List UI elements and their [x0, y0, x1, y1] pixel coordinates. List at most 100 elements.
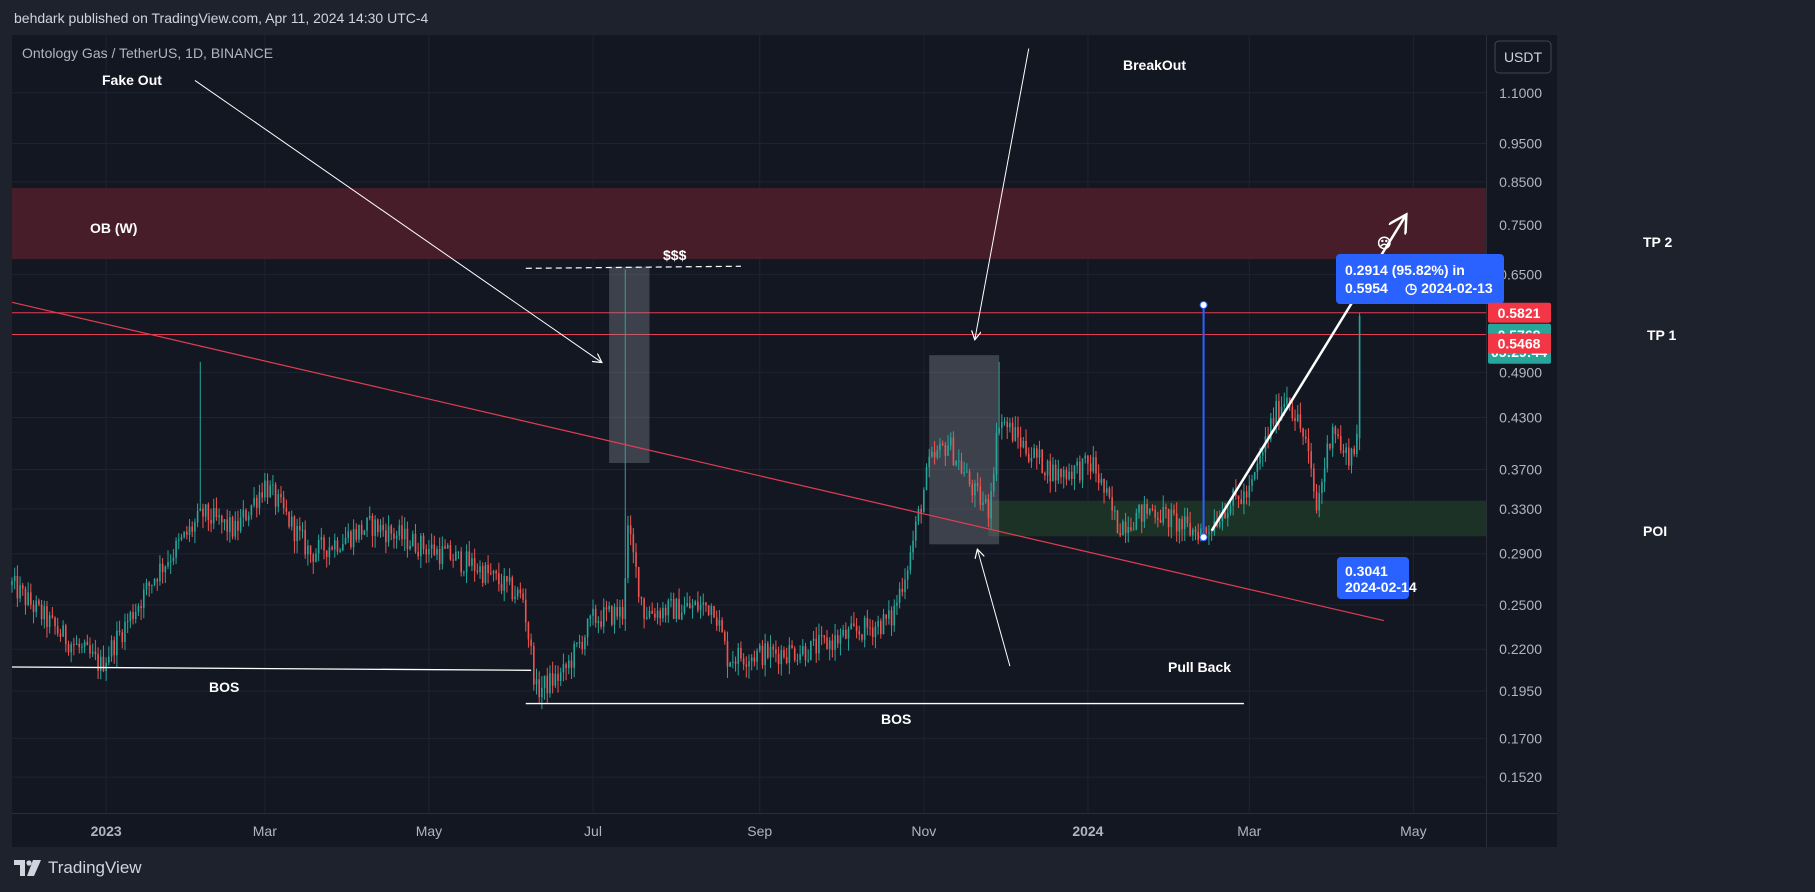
candle-body[interactable]	[597, 621, 600, 623]
measure-handle-top[interactable]	[1199, 300, 1208, 309]
candle-body[interactable]	[559, 672, 562, 681]
candle-body[interactable]	[1070, 471, 1073, 479]
candle-body[interactable]	[360, 524, 363, 535]
candle-body[interactable]	[137, 606, 140, 612]
candle-body[interactable]	[463, 572, 465, 574]
candle-body[interactable]	[1060, 468, 1062, 478]
candle-body[interactable]	[756, 650, 758, 662]
candle-body[interactable]	[336, 540, 339, 552]
candle-body[interactable]	[180, 537, 183, 540]
candle-body[interactable]	[820, 635, 823, 637]
candle-body[interactable]	[707, 605, 710, 615]
candle-body[interactable]	[105, 662, 107, 672]
candle-body[interactable]	[307, 545, 309, 555]
candle-body[interactable]	[285, 508, 288, 512]
candle-body[interactable]	[414, 533, 417, 552]
candle-body[interactable]	[145, 582, 148, 590]
candle-body[interactable]	[533, 645, 535, 685]
candle-body[interactable]	[546, 675, 549, 694]
candle-body[interactable]	[167, 561, 169, 567]
candle-body[interactable]	[769, 646, 772, 658]
candle-body[interactable]	[853, 623, 855, 626]
candle-body[interactable]	[1329, 443, 1331, 449]
candle-body[interactable]	[1065, 469, 1068, 480]
candle-body[interactable]	[500, 584, 503, 591]
candle-body[interactable]	[1208, 532, 1210, 534]
candle-body[interactable]	[1143, 503, 1146, 522]
candle-body[interactable]	[890, 610, 893, 626]
candle-body[interactable]	[83, 641, 86, 647]
candle-body[interactable]	[428, 548, 430, 555]
candle-body[interactable]	[175, 540, 177, 558]
candle-body[interactable]	[565, 664, 567, 669]
candle-body[interactable]	[366, 518, 368, 531]
candle-body[interactable]	[487, 564, 489, 574]
candle-body[interactable]	[538, 679, 541, 698]
candle-body[interactable]	[1245, 491, 1248, 498]
candle-body[interactable]	[721, 620, 723, 632]
candle-body[interactable]	[1218, 521, 1221, 527]
candle-body[interactable]	[1224, 512, 1226, 518]
candle-body[interactable]	[1339, 436, 1342, 451]
candle-body[interactable]	[266, 480, 269, 498]
candle-body[interactable]	[871, 627, 874, 637]
candle-body[interactable]	[35, 600, 38, 613]
candle-body[interactable]	[522, 593, 524, 600]
candle-body[interactable]	[350, 531, 352, 548]
candle-body[interactable]	[643, 598, 645, 619]
candle-body[interactable]	[508, 577, 511, 582]
candle-body[interactable]	[914, 521, 917, 541]
candle-body[interactable]	[651, 610, 653, 614]
candle-body[interactable]	[1170, 509, 1173, 528]
candle-body[interactable]	[1089, 463, 1092, 472]
candle-body[interactable]	[1313, 468, 1315, 492]
candle-body[interactable]	[702, 602, 705, 605]
candle-body[interactable]	[48, 615, 51, 627]
candle-body[interactable]	[1130, 527, 1132, 531]
candle-body[interactable]	[498, 573, 500, 585]
candle-body[interactable]	[81, 646, 83, 648]
candle-body[interactable]	[850, 623, 853, 629]
candle-body[interactable]	[855, 625, 858, 632]
candle-body[interactable]	[70, 644, 72, 653]
candle-body[interactable]	[1035, 448, 1038, 458]
candle-body[interactable]	[19, 585, 21, 599]
candle-body[interactable]	[1243, 491, 1245, 504]
candle-body[interactable]	[333, 540, 336, 550]
candle-body[interactable]	[323, 537, 325, 551]
candle-body[interactable]	[229, 517, 231, 532]
bos-line-left[interactable]	[11, 666, 532, 671]
candle-body[interactable]	[274, 484, 277, 507]
candle-body[interactable]	[691, 605, 694, 609]
candle-body[interactable]	[382, 524, 384, 531]
candle-body[interactable]	[293, 516, 296, 542]
candle-body[interactable]	[358, 524, 360, 540]
candle-body[interactable]	[729, 662, 731, 667]
candle-body[interactable]	[920, 509, 922, 513]
candle-body[interactable]	[99, 656, 102, 671]
candle-body[interactable]	[933, 451, 936, 458]
breakout-highlight-box[interactable]	[929, 355, 1000, 545]
candle-body[interactable]	[1173, 509, 1175, 514]
candle-body[interactable]	[1318, 493, 1321, 511]
candle-body[interactable]	[777, 653, 780, 665]
candle-body[interactable]	[21, 585, 24, 589]
candle-body[interactable]	[990, 491, 992, 519]
candle-body[interactable]	[484, 564, 487, 583]
candle-body[interactable]	[253, 497, 255, 506]
candle-body[interactable]	[46, 606, 48, 627]
candle-body[interactable]	[207, 504, 210, 521]
candle-body[interactable]	[995, 432, 998, 475]
candle-body[interactable]	[1100, 478, 1103, 483]
candle-body[interactable]	[879, 620, 882, 635]
candle-body[interactable]	[126, 621, 129, 623]
candle-body[interactable]	[91, 651, 94, 654]
candle-body[interactable]	[411, 533, 414, 546]
candle-body[interactable]	[541, 687, 543, 698]
price-axis[interactable]	[1487, 35, 1557, 813]
candle-body[interactable]	[328, 547, 331, 558]
candle-body[interactable]	[503, 575, 506, 591]
candle-body[interactable]	[86, 641, 89, 646]
candle-body[interactable]	[1358, 315, 1361, 439]
